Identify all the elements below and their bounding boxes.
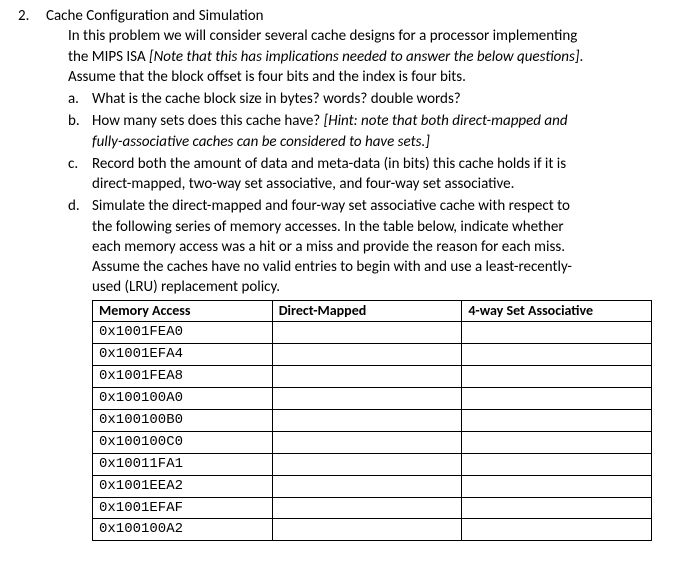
- header-memory-access: Memory Access: [93, 300, 273, 322]
- cell-memory-access: 0x100100B0: [93, 409, 273, 431]
- table-row: 0x10011FA1: [93, 453, 652, 475]
- intro-line-3: Assume that the block offset is four bit…: [68, 67, 668, 87]
- part-text: What is the cache block size in bytes? w…: [92, 89, 668, 109]
- question-row: 2. Cache Configuration and Simulation In…: [18, 6, 668, 541]
- header-direct-mapped: Direct-Mapped: [272, 300, 462, 322]
- header-4way: 4-way Set Associative: [462, 300, 652, 322]
- part-letter: a.: [68, 89, 92, 109]
- cell-memory-access: 0x100100C0: [93, 431, 273, 453]
- cell-4way: [462, 366, 652, 388]
- cell-direct-mapped: [272, 366, 462, 388]
- table-row: 0x1001EEA2: [93, 475, 652, 497]
- cell-direct-mapped: [272, 388, 462, 410]
- cell-memory-access: 0x1001FEA8: [93, 366, 273, 388]
- part-d: d. Simulate the direct-mapped and four-w…: [68, 196, 668, 541]
- cell-memory-access: 0x100100A2: [93, 519, 273, 541]
- part-b: b. How many sets does this cache have? […: [68, 111, 668, 152]
- part-c-line1: Record both the amount of data and meta-…: [92, 154, 668, 174]
- intro-line-1: In this problem we will consider several…: [68, 26, 668, 46]
- cell-memory-access: 0x1001EEA2: [93, 475, 273, 497]
- part-text: Record both the amount of data and meta-…: [92, 154, 668, 195]
- part-letter: d.: [68, 196, 92, 541]
- cell-direct-mapped: [272, 519, 462, 541]
- part-c: c. Record both the amount of data and me…: [68, 154, 668, 195]
- part-a-text: What is the cache block size in bytes? w…: [92, 89, 668, 109]
- question-intro: In this problem we will consider several…: [46, 26, 668, 87]
- cell-4way: [462, 497, 652, 519]
- intro-line-2: the MIPS ISA [Note that this has implica…: [68, 47, 668, 67]
- cell-direct-mapped: [272, 453, 462, 475]
- question-title: Cache Configuration and Simulation: [46, 7, 264, 25]
- table-row: 0x1001EFA4: [93, 344, 652, 366]
- cell-4way: [462, 388, 652, 410]
- sub-parts: a. What is the cache block size in bytes…: [68, 89, 668, 541]
- cell-direct-mapped: [272, 322, 462, 344]
- table-row: 0x1001EFAF: [93, 497, 652, 519]
- cell-4way: [462, 519, 652, 541]
- cell-direct-mapped: [272, 497, 462, 519]
- part-b-hint1: [Hint: note that both direct-mapped and: [324, 112, 568, 130]
- cell-memory-access: 0x1001FEA0: [93, 322, 273, 344]
- part-b-hint2: fully-associative caches can be consider…: [92, 132, 668, 152]
- part-c-line2: direct-mapped, two-way set associative, …: [92, 174, 668, 194]
- question-body: Cache Configuration and Simulation In th…: [46, 6, 668, 541]
- table-row: 0x1001FEA0: [93, 322, 652, 344]
- table-body: 0x1001FEA00x1001EFA40x1001FEA80x100100A0…: [93, 322, 652, 541]
- cell-4way: [462, 453, 652, 475]
- part-text: Simulate the direct-mapped and four-way …: [92, 196, 668, 541]
- part-text: How many sets does this cache have? [Hin…: [92, 111, 668, 152]
- part-d-line3: each memory access was a hit or a miss a…: [92, 237, 668, 257]
- question-number: 2.: [18, 6, 46, 541]
- table-row: 0x100100B0: [93, 409, 652, 431]
- page: 2. Cache Configuration and Simulation In…: [0, 0, 686, 570]
- part-b-line1: How many sets does this cache have?: [92, 112, 324, 130]
- part-d-line5: used (LRU) replacement policy.: [92, 277, 668, 297]
- part-d-line1: Simulate the direct-mapped and four-way …: [92, 196, 668, 216]
- cell-direct-mapped: [272, 431, 462, 453]
- cell-4way: [462, 322, 652, 344]
- cell-direct-mapped: [272, 409, 462, 431]
- cell-4way: [462, 475, 652, 497]
- table-row: 0x1001FEA8: [93, 366, 652, 388]
- part-letter: c.: [68, 154, 92, 195]
- intro-line-2a: the MIPS ISA: [68, 48, 149, 66]
- cell-direct-mapped: [272, 475, 462, 497]
- part-letter: b.: [68, 111, 92, 152]
- intro-line-2c: .: [579, 48, 583, 66]
- intro-line-2b: [Note that this has implications needed …: [149, 48, 579, 66]
- cell-direct-mapped: [272, 344, 462, 366]
- cell-memory-access: 0x100100A0: [93, 388, 273, 410]
- table-row: 0x100100A2: [93, 519, 652, 541]
- cell-memory-access: 0x1001EFAF: [93, 497, 273, 519]
- part-d-line2: the following series of memory accesses.…: [92, 217, 668, 237]
- table-row: 0x100100C0: [93, 431, 652, 453]
- cell-4way: [462, 344, 652, 366]
- cell-4way: [462, 431, 652, 453]
- cell-memory-access: 0x1001EFA4: [93, 344, 273, 366]
- part-d-line4: Assume the caches have no valid entries …: [92, 257, 668, 277]
- cell-memory-access: 0x10011FA1: [93, 453, 273, 475]
- access-table: Memory Access Direct-Mapped 4-way Set As…: [92, 300, 652, 542]
- table-row: 0x100100A0: [93, 388, 652, 410]
- part-a: a. What is the cache block size in bytes…: [68, 89, 668, 109]
- table-header-row: Memory Access Direct-Mapped 4-way Set As…: [93, 300, 652, 322]
- cell-4way: [462, 409, 652, 431]
